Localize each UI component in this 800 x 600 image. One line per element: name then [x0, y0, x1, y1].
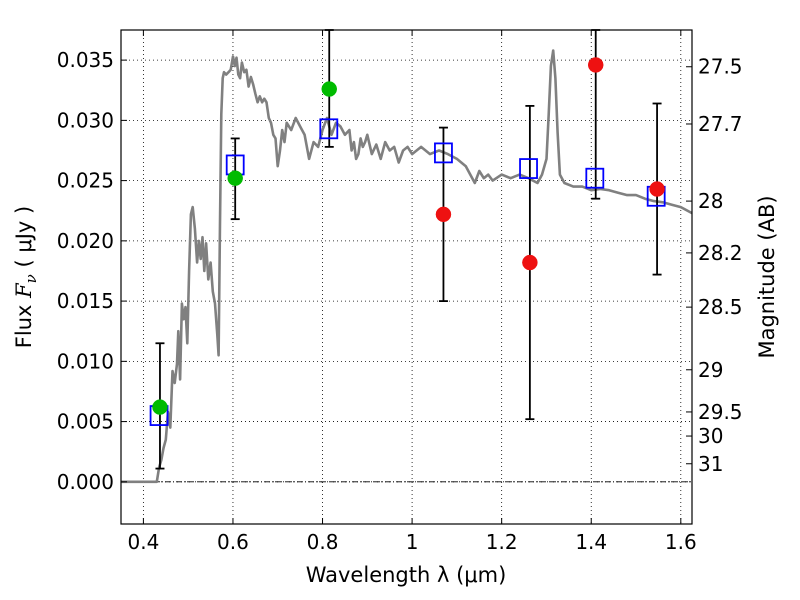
y2-tick-label: 27.5	[698, 55, 743, 79]
observed-point	[435, 206, 452, 223]
x-tick-label: 0.6	[217, 530, 249, 554]
y2-tick-label: 29.5	[698, 400, 743, 424]
x-tick-label: 1.6	[665, 530, 697, 554]
y2-tick-label: 31	[698, 452, 723, 476]
y2-tick-label: 28.2	[698, 241, 743, 265]
observed-point	[587, 57, 604, 73]
y-axis-label-prefix: Flux	[12, 298, 36, 348]
model-photometry-square	[585, 167, 605, 189]
y-axis-label-symbol: F	[12, 282, 36, 299]
tick-marks	[121, 30, 692, 524]
y-axis-label: Flux Fν ( μJy )	[12, 206, 40, 348]
model-photometry-square	[519, 158, 538, 179]
y-tick-label: 0.000	[57, 470, 114, 494]
observed-points	[152, 57, 665, 415]
observed-point	[649, 181, 665, 197]
model-photometry-square	[319, 118, 339, 140]
observed-point	[321, 81, 337, 97]
model-spectrum-line	[121, 49, 693, 484]
y2-tick-label: 27.7	[698, 112, 743, 136]
y-tick-label: 0.010	[57, 349, 114, 373]
y-tick-labels: 0.000 0.005 0.010 0.015 0.020 0.025 0.030 0.035	[57, 48, 114, 494]
observed-point	[522, 254, 538, 271]
model-photometry-square	[434, 142, 453, 164]
observed-point	[152, 399, 168, 415]
y-tick-label: 0.025	[57, 169, 114, 193]
x-tick-label: 1.4	[575, 530, 607, 554]
y-tick-label: 0.015	[57, 289, 114, 313]
y-tick-label: 0.005	[57, 410, 114, 434]
y-tick-label: 0.030	[57, 108, 114, 132]
x-tick-label: 0.8	[307, 530, 339, 554]
model-photometry-markers	[149, 118, 666, 426]
y2-tick-label: 28.5	[698, 295, 743, 319]
y-axis-label-unit: ( μJy )	[12, 206, 36, 274]
x-tick-label: 1	[406, 530, 419, 554]
x-axis-label: Wavelength λ (μm)	[306, 563, 507, 587]
error-bars	[155, 29, 662, 470]
y2-tick-labels: 27.5 27.7 28 28.2 28.5 29 29.530 31	[698, 55, 743, 476]
y-tick-label: 0.035	[57, 48, 114, 72]
plot-frame	[120, 29, 693, 525]
observed-point	[227, 170, 243, 186]
x-tick-labels: 0.4 0.6 0.8 1 1.2 1.4 1.6	[127, 530, 696, 554]
y2-tick-label: 30	[698, 424, 723, 448]
y2-tick-label: 28	[698, 189, 723, 213]
grid	[121, 30, 692, 524]
y2-axis-label: Magnitude (AB)	[755, 195, 779, 358]
y-tick-label: 0.020	[57, 229, 114, 253]
x-tick-label: 1.2	[486, 530, 518, 554]
y-axis-label-subscript: ν	[22, 274, 40, 283]
x-tick-label: 0.4	[127, 530, 159, 554]
y2-tick-label: 29	[698, 358, 723, 382]
